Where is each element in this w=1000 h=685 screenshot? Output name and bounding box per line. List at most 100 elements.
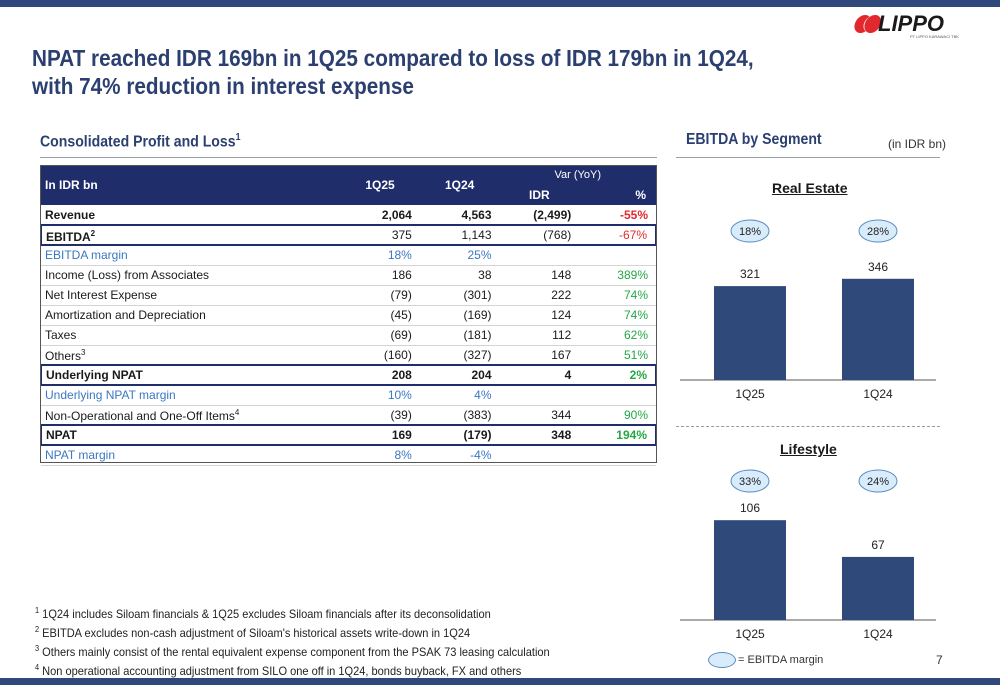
page-title-line-2: with 74% reduction in interest expense [32, 73, 414, 99]
row-label: Underlying NPAT margin [45, 388, 176, 403]
real-estate-chart-title: Real Estate [772, 180, 848, 196]
margin-bubble-icon [708, 652, 736, 668]
cell-var-pct: 51% [623, 347, 648, 362]
table-subheader-row: IDR % [41, 185, 656, 205]
header-1q24: 1Q24 [419, 165, 500, 205]
cell-1q24: (181) [463, 328, 492, 342]
cell-1q24: -4% [470, 448, 492, 463]
pl-heading-rule [40, 157, 657, 158]
cell-var-idr: 222 [551, 288, 572, 302]
cell-var-pct: 74% [623, 308, 648, 322]
cell-1q25: 186 [391, 268, 412, 282]
units-note: (in IDR bn) [888, 137, 947, 151]
footnote-4: 4 Non operational accounting adjustment … [35, 660, 550, 679]
row-label: Taxes [45, 328, 77, 342]
cell-1q25: 208 [340, 364, 420, 386]
table-row-npat-margin: NPAT margin 8% -4% [41, 445, 656, 465]
cell-var-idr: 148 [551, 268, 572, 282]
row-label-text: EBITDA [46, 229, 91, 244]
table-row-npat: NPAT 169 (179) 348 194% [39, 424, 657, 446]
cell-1q24: (327) [463, 347, 492, 362]
cell-1q25: 2,064 [381, 207, 412, 222]
page-number: 7 [936, 653, 943, 667]
bar-value-label: 67 [871, 538, 885, 552]
cell-1q24: (169) [463, 308, 492, 322]
table-row-underlying-npat: Underlying NPAT 208 204 4 2% [39, 364, 657, 386]
x-tick-label: 1Q24 [863, 387, 893, 401]
chart-separator [676, 426, 940, 427]
legend-label: = EBITDA margin [738, 653, 824, 666]
logo-mark-icon [854, 15, 882, 33]
cell-1q25: 375 [340, 224, 420, 246]
cell-var-pct: -55% [619, 207, 648, 222]
row-label-text: Others [45, 349, 82, 364]
footnote-3: 3 Others mainly consist of the rental eq… [35, 641, 550, 660]
cell-var-pct: 2% [579, 364, 657, 386]
x-tick-label: 1Q25 [735, 627, 765, 641]
row-label: Non-Operational and One-Off Items4 [41, 405, 340, 425]
row-label: NPAT margin [45, 448, 116, 463]
header-1q25: 1Q25 [340, 165, 420, 205]
table-header-row: In IDR bn 1Q25 1Q24 Var (YoY) [41, 165, 656, 205]
cell-1q25: 8% [394, 448, 412, 463]
cell-1q24: (179) [419, 424, 500, 446]
cell-1q24: 204 [419, 364, 500, 386]
cell-var-idr [500, 245, 580, 265]
profit-loss-table: In IDR bn 1Q25 1Q24 Var (YoY) IDR % Reve… [39, 165, 657, 466]
footnotes: 1 1Q24 includes Siloam financials & 1Q25… [35, 603, 594, 679]
cell-1q24: (383) [463, 407, 492, 422]
row-label: EBITDA margin [45, 248, 128, 263]
cell-1q25: (45) [390, 308, 412, 322]
row-label: EBITDA2 [39, 224, 341, 246]
logo-subtext: PT LIPPO KARAWACI TBK [910, 34, 959, 39]
footnote-number: 2 [35, 625, 40, 634]
cell-var-pct [579, 245, 656, 265]
cell-1q24: 25% [467, 248, 492, 263]
bar-1Q25 [714, 286, 786, 380]
table-row-non-operational: Non-Operational and One-Off Items4 (39) … [41, 405, 656, 425]
row-label-sup: 2 [90, 228, 96, 238]
footnote-number: 4 [35, 663, 40, 672]
footnote-text: Others mainly consist of the rental equi… [42, 645, 550, 659]
margin-bubble [858, 219, 898, 243]
header-var-yoy: Var (YoY) [499, 165, 656, 185]
cell-var-idr: 4 [499, 364, 580, 386]
margin-label: 18% [739, 226, 761, 238]
cell-1q25: (79) [390, 288, 412, 302]
cell-var-idr: (2,499) [533, 207, 572, 222]
table-row-revenue: Revenue 2,064 4,563 (2,499) -55% [41, 205, 656, 225]
cell-1q24: 1,143 [419, 224, 500, 246]
cell-1q24: 38 [478, 268, 492, 282]
real-estate-chart: 321 1Q25 18% 346 1Q24 28% [680, 219, 936, 401]
bar-value-label: 321 [740, 267, 760, 281]
row-label: Others3 [41, 345, 340, 365]
cell-1q25: 18% [387, 248, 412, 263]
header-pct: % [579, 185, 656, 205]
table-row-interest: Net Interest Expense (79) (301) 222 74% [41, 285, 656, 305]
table-row-associates: Income (Loss) from Associates 186 38 148… [41, 265, 656, 285]
margin-label: 28% [867, 226, 889, 238]
cell-var-idr [500, 385, 580, 405]
cell-1q24: (301) [463, 288, 492, 302]
row-label: Amortization and Depreciation [45, 308, 206, 322]
cell-var-pct: 90% [623, 407, 648, 422]
footnote-number: 1 [35, 606, 40, 615]
x-tick-label: 1Q24 [863, 627, 893, 641]
lifestyle-chart-title: Lifestyle [780, 441, 837, 457]
margin-legend: = EBITDA margin [708, 652, 823, 668]
cell-1q24: 4% [474, 388, 492, 403]
row-label: Net Interest Expense [45, 288, 158, 302]
table-row-taxes: Taxes (69) (181) 112 62% [41, 325, 656, 345]
margin-label: 24% [867, 476, 889, 488]
bar-1Q24 [842, 556, 914, 620]
cell-var-pct: 194% [579, 424, 657, 446]
cell-1q24: 4,563 [461, 207, 492, 222]
footnote-number: 3 [35, 644, 40, 653]
table-row-underlying-npat-margin: Underlying NPAT margin 10% 4% [41, 385, 656, 405]
row-label: NPAT [39, 424, 341, 446]
row-label: Revenue [45, 207, 96, 222]
row-label: Income (Loss) from Associates [45, 268, 210, 282]
cell-var-idr: 167 [551, 347, 572, 362]
cell-var-pct [579, 445, 656, 465]
footnote-2: 2 EBITDA excludes non-cash adjustment of… [35, 622, 550, 641]
